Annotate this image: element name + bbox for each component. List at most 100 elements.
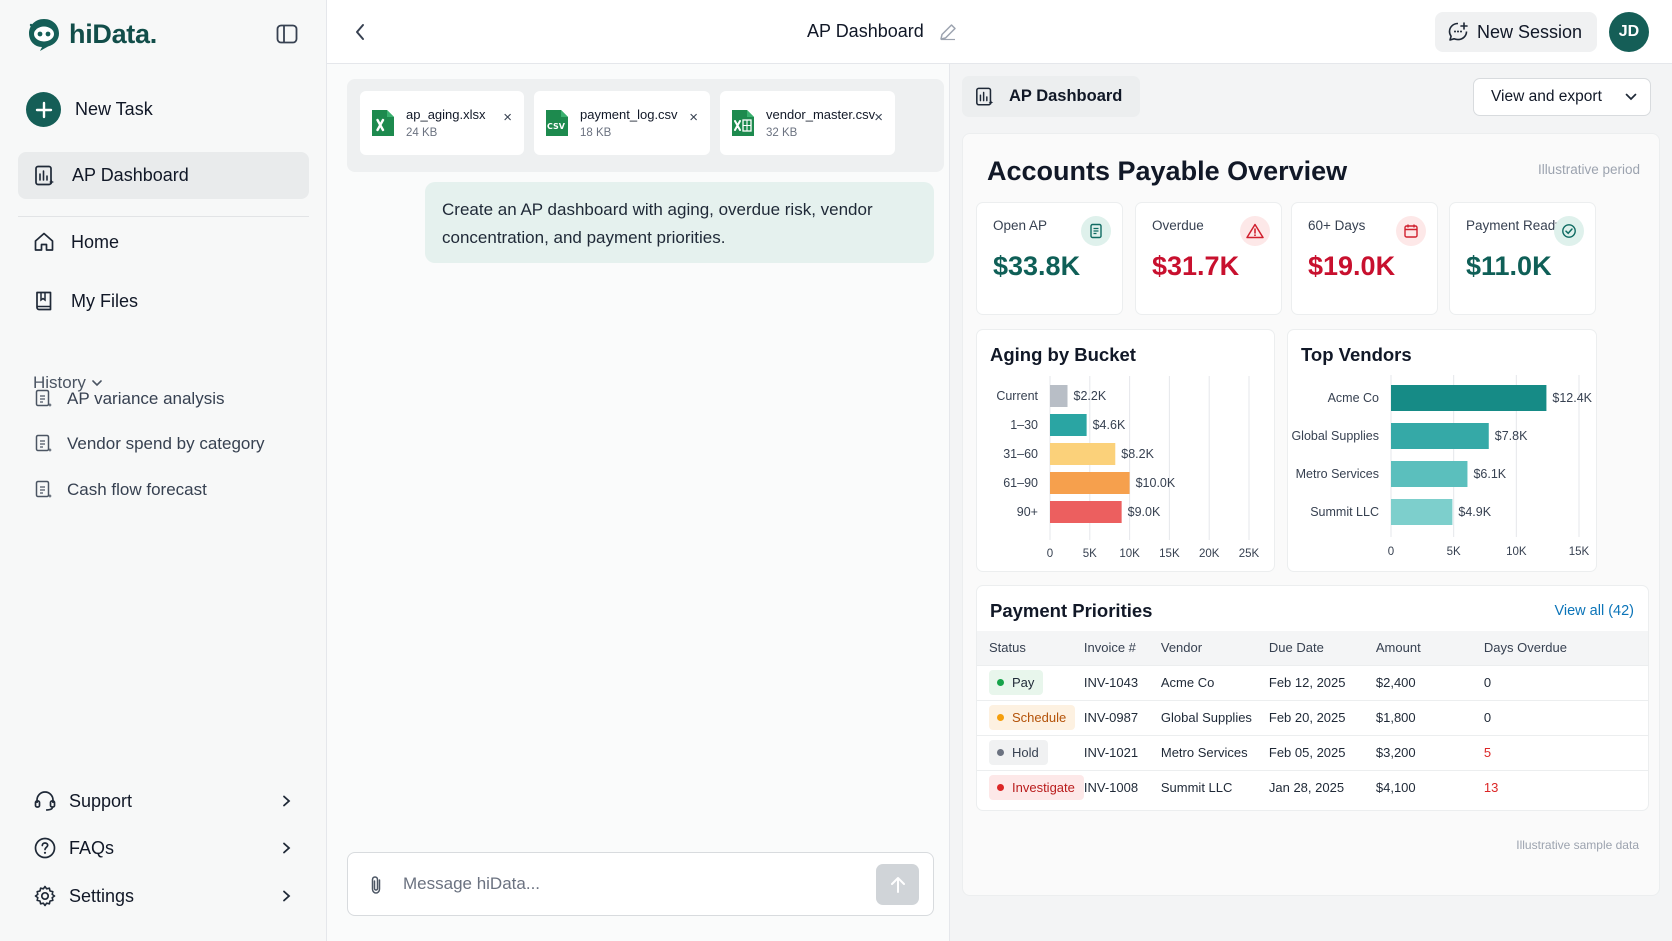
bar [1391, 499, 1453, 525]
kpi-label: Open AP [993, 218, 1048, 233]
due-date-cell: Jan 28, 2025 [1268, 769, 1376, 805]
attachment-info: vendor_master.csv 32 KB [766, 107, 875, 139]
history-label: History [33, 373, 86, 392]
status-label: Schedule [1012, 710, 1067, 725]
sidebar-item-support[interactable]: Support [33, 789, 293, 813]
data-label: $12.4K [1552, 391, 1592, 405]
footnote: Illustrative sample data [1516, 838, 1639, 852]
headset-icon [33, 789, 57, 813]
column-header[interactable]: Days Overdue [1483, 631, 1648, 665]
status-badge: Investigate [989, 775, 1084, 801]
sidebar-item-home[interactable]: Home [33, 231, 119, 253]
column-header[interactable]: Vendor [1160, 631, 1269, 665]
check-circle-icon [1554, 216, 1584, 246]
attachment-card[interactable]: ap_aging.xlsx 24 KB × [360, 91, 524, 155]
x-tick-label: 0 [1388, 546, 1394, 558]
view-export-label: View and export [1491, 88, 1602, 105]
category-label: 1–30 [1010, 418, 1038, 432]
category-label: Metro Services [1296, 467, 1379, 481]
column-header[interactable]: Invoice # [1083, 631, 1161, 665]
amount-cell: $1,800 [1375, 699, 1484, 735]
table-row[interactable]: Schedule INV-0987 Global Supplies Feb 20… [977, 699, 1648, 735]
avatar[interactable]: JD [1609, 12, 1649, 52]
chevron-right-icon [279, 889, 293, 903]
message-input[interactable] [403, 869, 833, 899]
sidebar-item-ap-dashboard[interactable]: AP Dashboard [18, 152, 309, 199]
sidebar-item-my-files[interactable]: My Files [33, 290, 138, 312]
attachment-size: 32 KB [766, 127, 798, 139]
brand-logo[interactable]: hiData. [26, 16, 157, 52]
invoice-cell: INV-1021 [1083, 734, 1161, 770]
column-header[interactable]: Status [977, 631, 1084, 665]
new-session-button[interactable]: New Session [1435, 12, 1598, 52]
column-header[interactable]: Due Date [1268, 631, 1376, 665]
status-dot [997, 784, 1004, 792]
remove-attachment-icon[interactable]: × [503, 109, 512, 126]
chevron-down-icon [90, 376, 104, 390]
table-row[interactable]: Investigate INV-1008 Summit LLC Jan 28, … [977, 769, 1648, 805]
chevron-right-icon [279, 841, 293, 855]
status-badge: Pay [989, 670, 1044, 695]
x-tick-label: 20K [1199, 548, 1220, 560]
kpi-overdue: Overdue $31.7K [1135, 202, 1282, 315]
vendor-cell: Summit LLC [1160, 769, 1269, 805]
history-toggle[interactable]: History [33, 373, 104, 393]
report-doc-icon [35, 389, 53, 409]
home-icon [33, 231, 55, 253]
new-task-button[interactable]: New Task [26, 92, 153, 127]
amount-cell: $2,400 [1375, 664, 1484, 700]
data-label: $2.2K [1074, 389, 1107, 403]
vendor-cell: Metro Services [1160, 734, 1269, 770]
user-message: Create an AP dashboard with aging, overd… [425, 182, 934, 263]
attachment-card[interactable]: vendor_master.csv 32 KB × [720, 91, 895, 155]
history-item[interactable]: Cash flow forecast [35, 480, 207, 500]
column-header[interactable]: Amount [1375, 631, 1484, 665]
category-label: 31–60 [1003, 447, 1038, 461]
kpi-payment-ready: Payment Ready $11.0K [1449, 202, 1596, 315]
gear-icon [33, 884, 57, 908]
remove-attachment-icon[interactable]: × [689, 109, 698, 126]
edit-pencil-icon[interactable] [938, 22, 958, 42]
view-all-link[interactable]: View all (42) [1554, 603, 1634, 619]
history-item[interactable]: AP variance analysis [35, 389, 225, 409]
attachment-size: 18 KB [580, 127, 612, 139]
sidebar-item-faqs[interactable]: FAQs [33, 836, 293, 860]
remove-attachment-icon[interactable]: × [874, 109, 883, 126]
brand-name: hiData. [69, 18, 157, 49]
history-item[interactable]: Vendor spend by category [35, 434, 265, 454]
aging-by-bucket-chart: 0 5K 10K 15K 20K 25K Current $2.2K 1–30 $4.6K 31–6… [996, 376, 1260, 560]
x-tick-label: 10K [1119, 548, 1140, 560]
paperclip-icon[interactable] [368, 874, 384, 896]
period-label: Illustrative period [1537, 162, 1640, 177]
data-label: $6.1K [1473, 467, 1506, 481]
session-title: AP Dashboard [807, 21, 958, 42]
attachment-name: vendor_master.csv [766, 107, 876, 122]
sidebar-item-label: Support [69, 790, 133, 811]
kpi-60-plus-days: 60+ Days $19.0K [1291, 202, 1438, 315]
sidebar-item-label: Home [71, 231, 120, 252]
table-row[interactable]: Pay INV-1043 Acme Co Feb 12, 2025 $2,400… [977, 664, 1648, 700]
view-and-export-dropdown[interactable]: View and export [1473, 78, 1651, 116]
sidebar-item-settings[interactable]: Settings [33, 884, 293, 908]
bar [1050, 414, 1087, 436]
tab-ap-dashboard[interactable]: AP Dashboard [962, 76, 1141, 117]
x-tick-label: 15K [1159, 548, 1180, 560]
attachment-card[interactable]: CSV payment_log.csv 18 KB × [534, 91, 710, 155]
table-row[interactable]: Hold INV-1021 Metro Services Feb 05, 202… [977, 734, 1648, 770]
table-header-row: Status Invoice # Vendor Due Date Amount … [977, 631, 1648, 665]
section-title: Payment Priorities [990, 600, 1153, 621]
sidebar-toggle-icon[interactable] [276, 24, 298, 44]
category-label: Global Supplies [1291, 429, 1379, 443]
status-cell: Pay [977, 664, 1084, 700]
send-button[interactable] [876, 864, 919, 905]
status-label: Investigate [1012, 780, 1075, 796]
bar [1050, 501, 1122, 523]
data-label: $8.2K [1121, 447, 1154, 461]
excel-file-icon [370, 108, 396, 138]
chart-title: Aging by Bucket [990, 344, 1136, 365]
status-dot [997, 714, 1004, 721]
days-overdue-cell: 5 [1483, 734, 1648, 770]
calendar-icon [1396, 216, 1426, 246]
back-arrow-icon[interactable] [353, 22, 367, 42]
dashboard-panel: AP Dashboard View and export Accounts Pa… [950, 64, 1672, 941]
